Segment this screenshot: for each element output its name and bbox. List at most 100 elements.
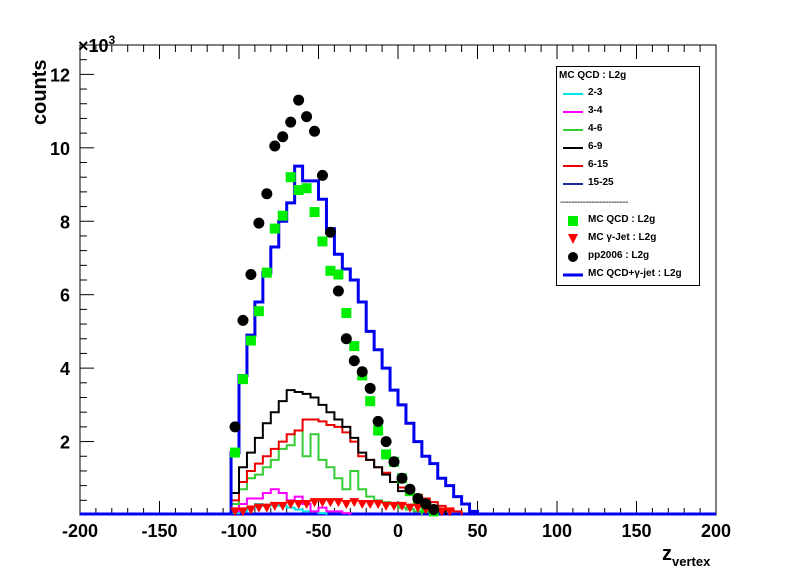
marker-gjet xyxy=(325,498,336,508)
y-tick-label: 6 xyxy=(60,286,70,306)
x-tick-label: 50 xyxy=(467,521,487,541)
marker-pp xyxy=(245,268,257,280)
marker-gjet xyxy=(333,498,344,508)
legend-symbol-gjet xyxy=(561,232,585,246)
legend-separator: ------------------------ xyxy=(560,197,628,208)
y-tick-label: 4 xyxy=(60,359,70,379)
x-tick-label: -150 xyxy=(141,521,177,541)
legend-entry-pp: pp2006 : L2g xyxy=(557,248,701,266)
axis-ticks xyxy=(79,44,717,516)
marker-pp xyxy=(348,355,360,367)
marker-pp xyxy=(316,169,328,181)
y-tick-label: 2 xyxy=(60,433,70,453)
marker-qcd xyxy=(341,308,352,319)
legend-label: MC QCD : L2g xyxy=(588,214,656,225)
legend-label: 3-4 xyxy=(588,105,603,116)
legend-label: 6-15 xyxy=(588,159,609,170)
y-tick-label: 10 xyxy=(50,139,70,159)
legend-symbol-h46 xyxy=(561,123,585,137)
legend-symbol-h615 xyxy=(561,159,585,173)
marker-pp xyxy=(380,436,392,448)
x-axis-label: zvertex xyxy=(662,543,711,569)
legend-label: pp2006 : L2g xyxy=(588,250,650,261)
marker-pp xyxy=(253,217,265,229)
marker-qcd xyxy=(245,335,256,346)
marker-gjet xyxy=(309,498,320,508)
marker-pp xyxy=(356,366,368,378)
marker-gjet xyxy=(444,507,455,517)
legend-entry-h23: 2-3 xyxy=(557,85,701,103)
marker-qcd xyxy=(277,210,288,221)
legend-entry-h615: 6-15 xyxy=(557,157,701,175)
marker-pp xyxy=(420,498,432,510)
tick-labels: -200 -150 -100 -50 0 50 100 150 200 2 4 6 8 10 12 xyxy=(50,65,731,541)
marker-gjet xyxy=(373,499,384,509)
legend-symbol-qcd xyxy=(561,214,585,228)
marker-gjet xyxy=(269,501,280,511)
x-tick-label: 150 xyxy=(621,521,651,541)
legend-entry-gjet: MC γ-Jet : L2g xyxy=(557,230,701,248)
x-tick-label: 0 xyxy=(393,521,403,541)
marker-gjet xyxy=(277,501,288,511)
legend-symbol-h34 xyxy=(561,105,585,119)
marker-gjet xyxy=(245,505,256,515)
marker-gjet xyxy=(261,503,272,513)
marker-gjet xyxy=(237,507,248,517)
x-axis-label-sub: vertex xyxy=(672,554,711,569)
y-multiplier: ×103 xyxy=(78,33,116,56)
legend-entry-h69: 6-9 xyxy=(557,139,701,157)
marker-qcd xyxy=(309,207,320,218)
legend-entry-h34: 3-4 xyxy=(557,103,701,121)
marker-pp xyxy=(364,382,376,394)
marker-gjet xyxy=(317,498,328,508)
marker-qcd xyxy=(349,341,360,352)
marker-gjet xyxy=(404,503,415,513)
marker-gjet xyxy=(357,499,368,509)
marker-pp xyxy=(404,483,416,495)
marker-qcd xyxy=(253,306,264,317)
marker-pp xyxy=(324,226,336,238)
marker-qcd xyxy=(285,172,296,183)
series-sum xyxy=(229,164,479,515)
legend-entry-h46: 4-6 xyxy=(557,121,701,139)
legend: MC QCD : L2g ------------------------ 2-… xyxy=(556,66,700,286)
marker-pp xyxy=(309,125,321,137)
marker-gjet xyxy=(349,498,360,508)
marker-pp xyxy=(293,94,305,106)
legend-label: 4-6 xyxy=(588,123,603,134)
marker-gjet xyxy=(301,499,312,509)
marker-gjet xyxy=(365,499,376,509)
y-tick-label: 8 xyxy=(60,212,70,232)
marker-qcd xyxy=(333,269,344,280)
x-tick-label: -100 xyxy=(221,521,257,541)
series-h46 xyxy=(230,429,423,515)
marker-qcd xyxy=(301,183,312,194)
legend-label: 15-25 xyxy=(588,177,614,188)
marker-gjet xyxy=(381,501,392,511)
legend-label: 2-3 xyxy=(588,87,603,98)
marker-qcd xyxy=(325,265,336,276)
marker-pp xyxy=(269,140,281,152)
marker-pp xyxy=(372,415,384,427)
marker-qcd xyxy=(293,185,304,196)
marker-qcd xyxy=(269,223,280,234)
marker-gjet xyxy=(396,501,407,511)
marker-pp xyxy=(229,421,241,433)
marker-pp xyxy=(428,503,440,515)
marker-pp xyxy=(340,333,352,345)
legend-label: MC QCD+γ-jet : L2g xyxy=(588,268,682,279)
marker-gjet xyxy=(412,503,423,513)
marker-pp xyxy=(237,314,249,326)
y-tick-label: 12 xyxy=(50,65,70,85)
marker-qcd xyxy=(237,374,248,385)
x-tick-label: 100 xyxy=(542,521,572,541)
marker-gjet xyxy=(341,499,352,509)
marker-qcd xyxy=(261,267,272,278)
marker-qcd xyxy=(317,236,328,247)
legend-entry-sum: MC QCD+γ-jet : L2g xyxy=(557,266,701,284)
marker-pp xyxy=(332,285,344,297)
legend-title: MC QCD : L2g xyxy=(559,70,627,81)
legend-symbol-h69 xyxy=(561,141,585,155)
marker-pp xyxy=(301,111,313,123)
